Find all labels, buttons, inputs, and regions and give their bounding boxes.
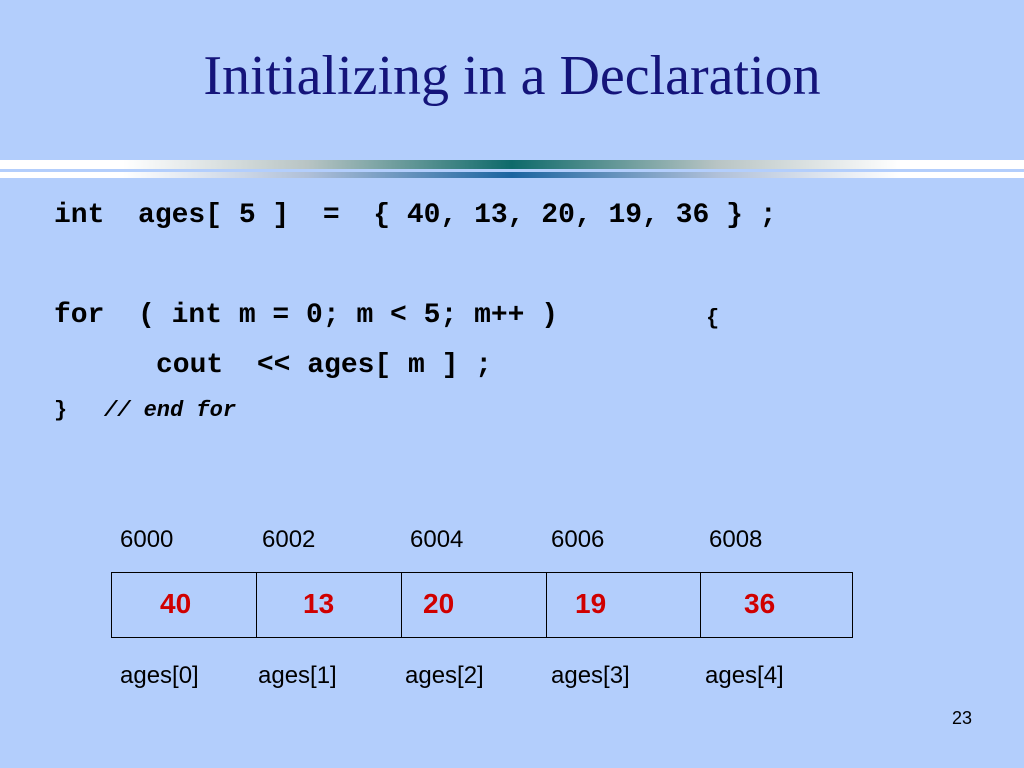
memory-address: 6002 [262, 526, 316, 553]
array-cell [402, 573, 547, 637]
code-comment: // end for [104, 398, 237, 423]
memory-address: 6006 [551, 526, 605, 553]
array-cell [112, 573, 257, 637]
code-line: int ages[ 5 ] = { 40, 13, 20, 19, 36 } ; [54, 200, 777, 231]
element-label: ages[1] [258, 662, 337, 689]
page-number: 23 [951, 708, 972, 728]
memory-address: 6008 [709, 526, 763, 553]
array-value: 40 [160, 588, 192, 619]
code-brace: { [706, 306, 720, 331]
element-label: ages[0] [120, 662, 199, 689]
element-label: ages[4] [705, 662, 784, 689]
divider-bar [0, 160, 1024, 169]
memory-address: 6004 [410, 526, 464, 553]
array-value: 36 [744, 588, 776, 619]
slide-title: Initializing in a Declaration [203, 45, 821, 107]
array-value: 20 [423, 588, 455, 619]
code-line: for ( int m = 0; m < 5; m++ ) [54, 300, 559, 331]
memory-address: 6000 [120, 526, 174, 553]
code-brace: } [54, 398, 68, 423]
array-value: 13 [303, 588, 335, 619]
divider-bar [0, 172, 1024, 178]
element-label: ages[2] [405, 662, 484, 689]
code-line: cout << ages[ m ] ; [156, 350, 493, 381]
array-cell [257, 573, 402, 637]
array-diagram [111, 572, 853, 638]
array-value: 19 [575, 588, 607, 619]
element-label: ages[3] [551, 662, 630, 689]
array-cell [547, 573, 701, 637]
